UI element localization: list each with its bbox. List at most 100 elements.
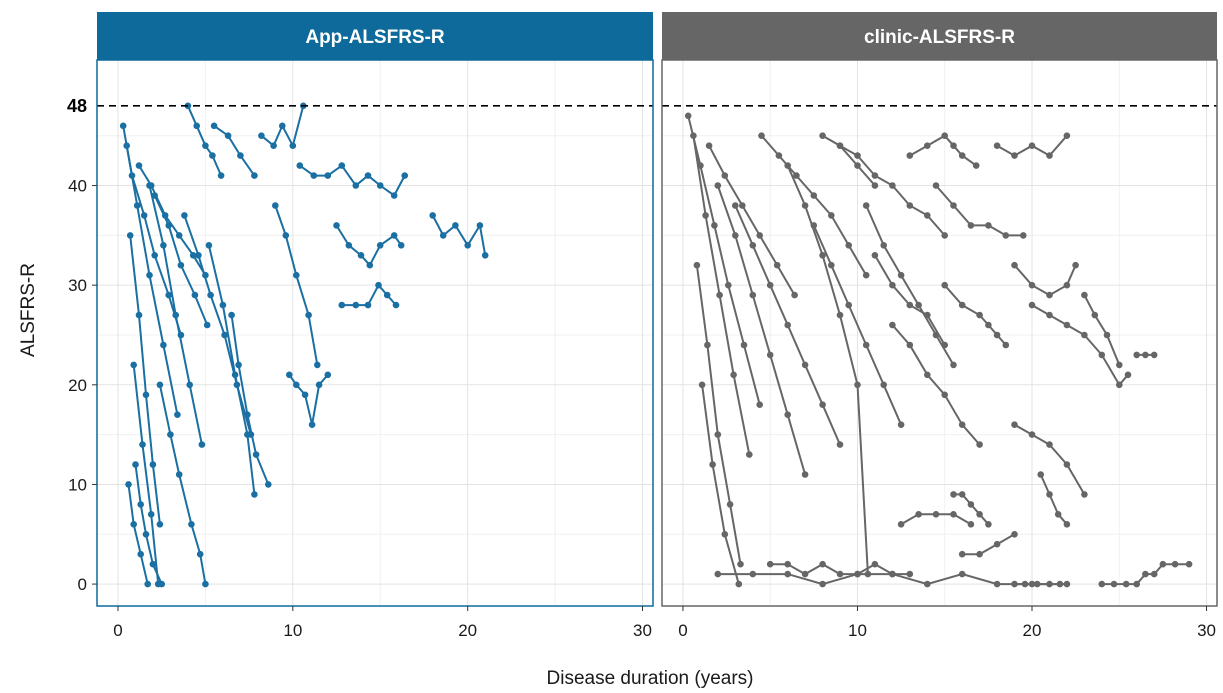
data-point [766, 560, 774, 568]
data-point [149, 560, 157, 568]
data-point [889, 182, 896, 189]
data-point [1028, 431, 1036, 438]
data-point [862, 202, 870, 209]
data-point [705, 142, 713, 149]
series-line [132, 364, 160, 585]
data-point [205, 242, 213, 249]
series-line [962, 533, 1015, 556]
data-point [174, 411, 181, 419]
data-point [819, 252, 826, 259]
data-point [1103, 331, 1111, 339]
series-line [127, 484, 149, 585]
data-point [188, 521, 195, 528]
x-axis-title: Disease duration (years) [547, 668, 754, 689]
data-point [819, 580, 826, 588]
data-point [1028, 142, 1036, 149]
data-point [244, 431, 251, 438]
data-point [1133, 580, 1140, 588]
data-point [993, 331, 1001, 339]
data-point [324, 172, 332, 179]
data-point [1037, 471, 1044, 478]
data-point [749, 242, 757, 249]
data-point [282, 232, 290, 239]
data-point [270, 142, 277, 149]
y-tick-label: 30 [68, 276, 87, 295]
data-point [716, 291, 723, 299]
data-point [207, 291, 214, 299]
data-point [1116, 381, 1123, 389]
data-point [1020, 232, 1027, 239]
data-point [308, 421, 316, 429]
data-point [854, 152, 861, 159]
data-point [135, 162, 143, 169]
data-point [125, 481, 132, 488]
data-point [1171, 560, 1179, 568]
data-point [310, 172, 318, 179]
data-point [758, 132, 765, 139]
data-point [224, 132, 232, 139]
data-point [950, 511, 957, 518]
data-point [1054, 511, 1062, 518]
data-point [151, 252, 158, 259]
data-point [289, 142, 297, 149]
data-point [1033, 580, 1041, 588]
data-point [1063, 132, 1071, 139]
data-point [967, 222, 975, 229]
data-point [924, 311, 931, 319]
data-point [906, 301, 914, 309]
data-point [244, 411, 251, 419]
data-point [1098, 351, 1106, 359]
data-point [1063, 580, 1071, 588]
data-point [684, 112, 692, 120]
data-point [906, 570, 914, 578]
data-point [132, 461, 139, 468]
data-point [924, 142, 931, 149]
data-point [711, 222, 718, 229]
data-point [836, 570, 844, 578]
data-point [1046, 580, 1053, 588]
data-point [476, 222, 484, 229]
data-point [972, 162, 980, 169]
y-axis: 0 10 20 30 40 48 [67, 96, 97, 594]
data-point [854, 570, 861, 578]
x-tick-label: 20 [458, 621, 477, 640]
data-point [1091, 311, 1099, 319]
reference-line-label: 48 [67, 96, 87, 116]
data-point [756, 232, 763, 239]
data-point [897, 521, 905, 528]
data-point [958, 491, 966, 498]
data-point [880, 381, 887, 389]
data-point [251, 172, 258, 179]
data-point [202, 580, 209, 588]
panel-border [661, 59, 1218, 607]
data-point [810, 192, 818, 199]
data-point [993, 142, 1001, 149]
data-point [196, 550, 204, 558]
data-point [766, 281, 774, 289]
data-point [345, 242, 353, 249]
data-point [1072, 261, 1079, 269]
data-point [1150, 351, 1158, 359]
data-point [871, 252, 879, 259]
data-point [775, 152, 783, 159]
data-point [801, 570, 809, 578]
data-point [1028, 301, 1036, 309]
data-point [167, 431, 174, 438]
data-point [1116, 361, 1123, 369]
data-point [1081, 291, 1088, 299]
data-point [1046, 152, 1053, 159]
data-point [1063, 281, 1071, 289]
data-point [338, 162, 346, 169]
data-point [1028, 281, 1036, 289]
data-point [144, 580, 151, 588]
data-point [976, 550, 983, 558]
data-point [464, 242, 472, 249]
data-point [133, 202, 141, 209]
plot-background [662, 60, 1217, 606]
data-point [1046, 441, 1053, 448]
data-point [739, 202, 746, 209]
data-point [725, 281, 732, 289]
data-point [941, 391, 948, 399]
data-point [941, 132, 948, 139]
data-point [376, 182, 384, 189]
